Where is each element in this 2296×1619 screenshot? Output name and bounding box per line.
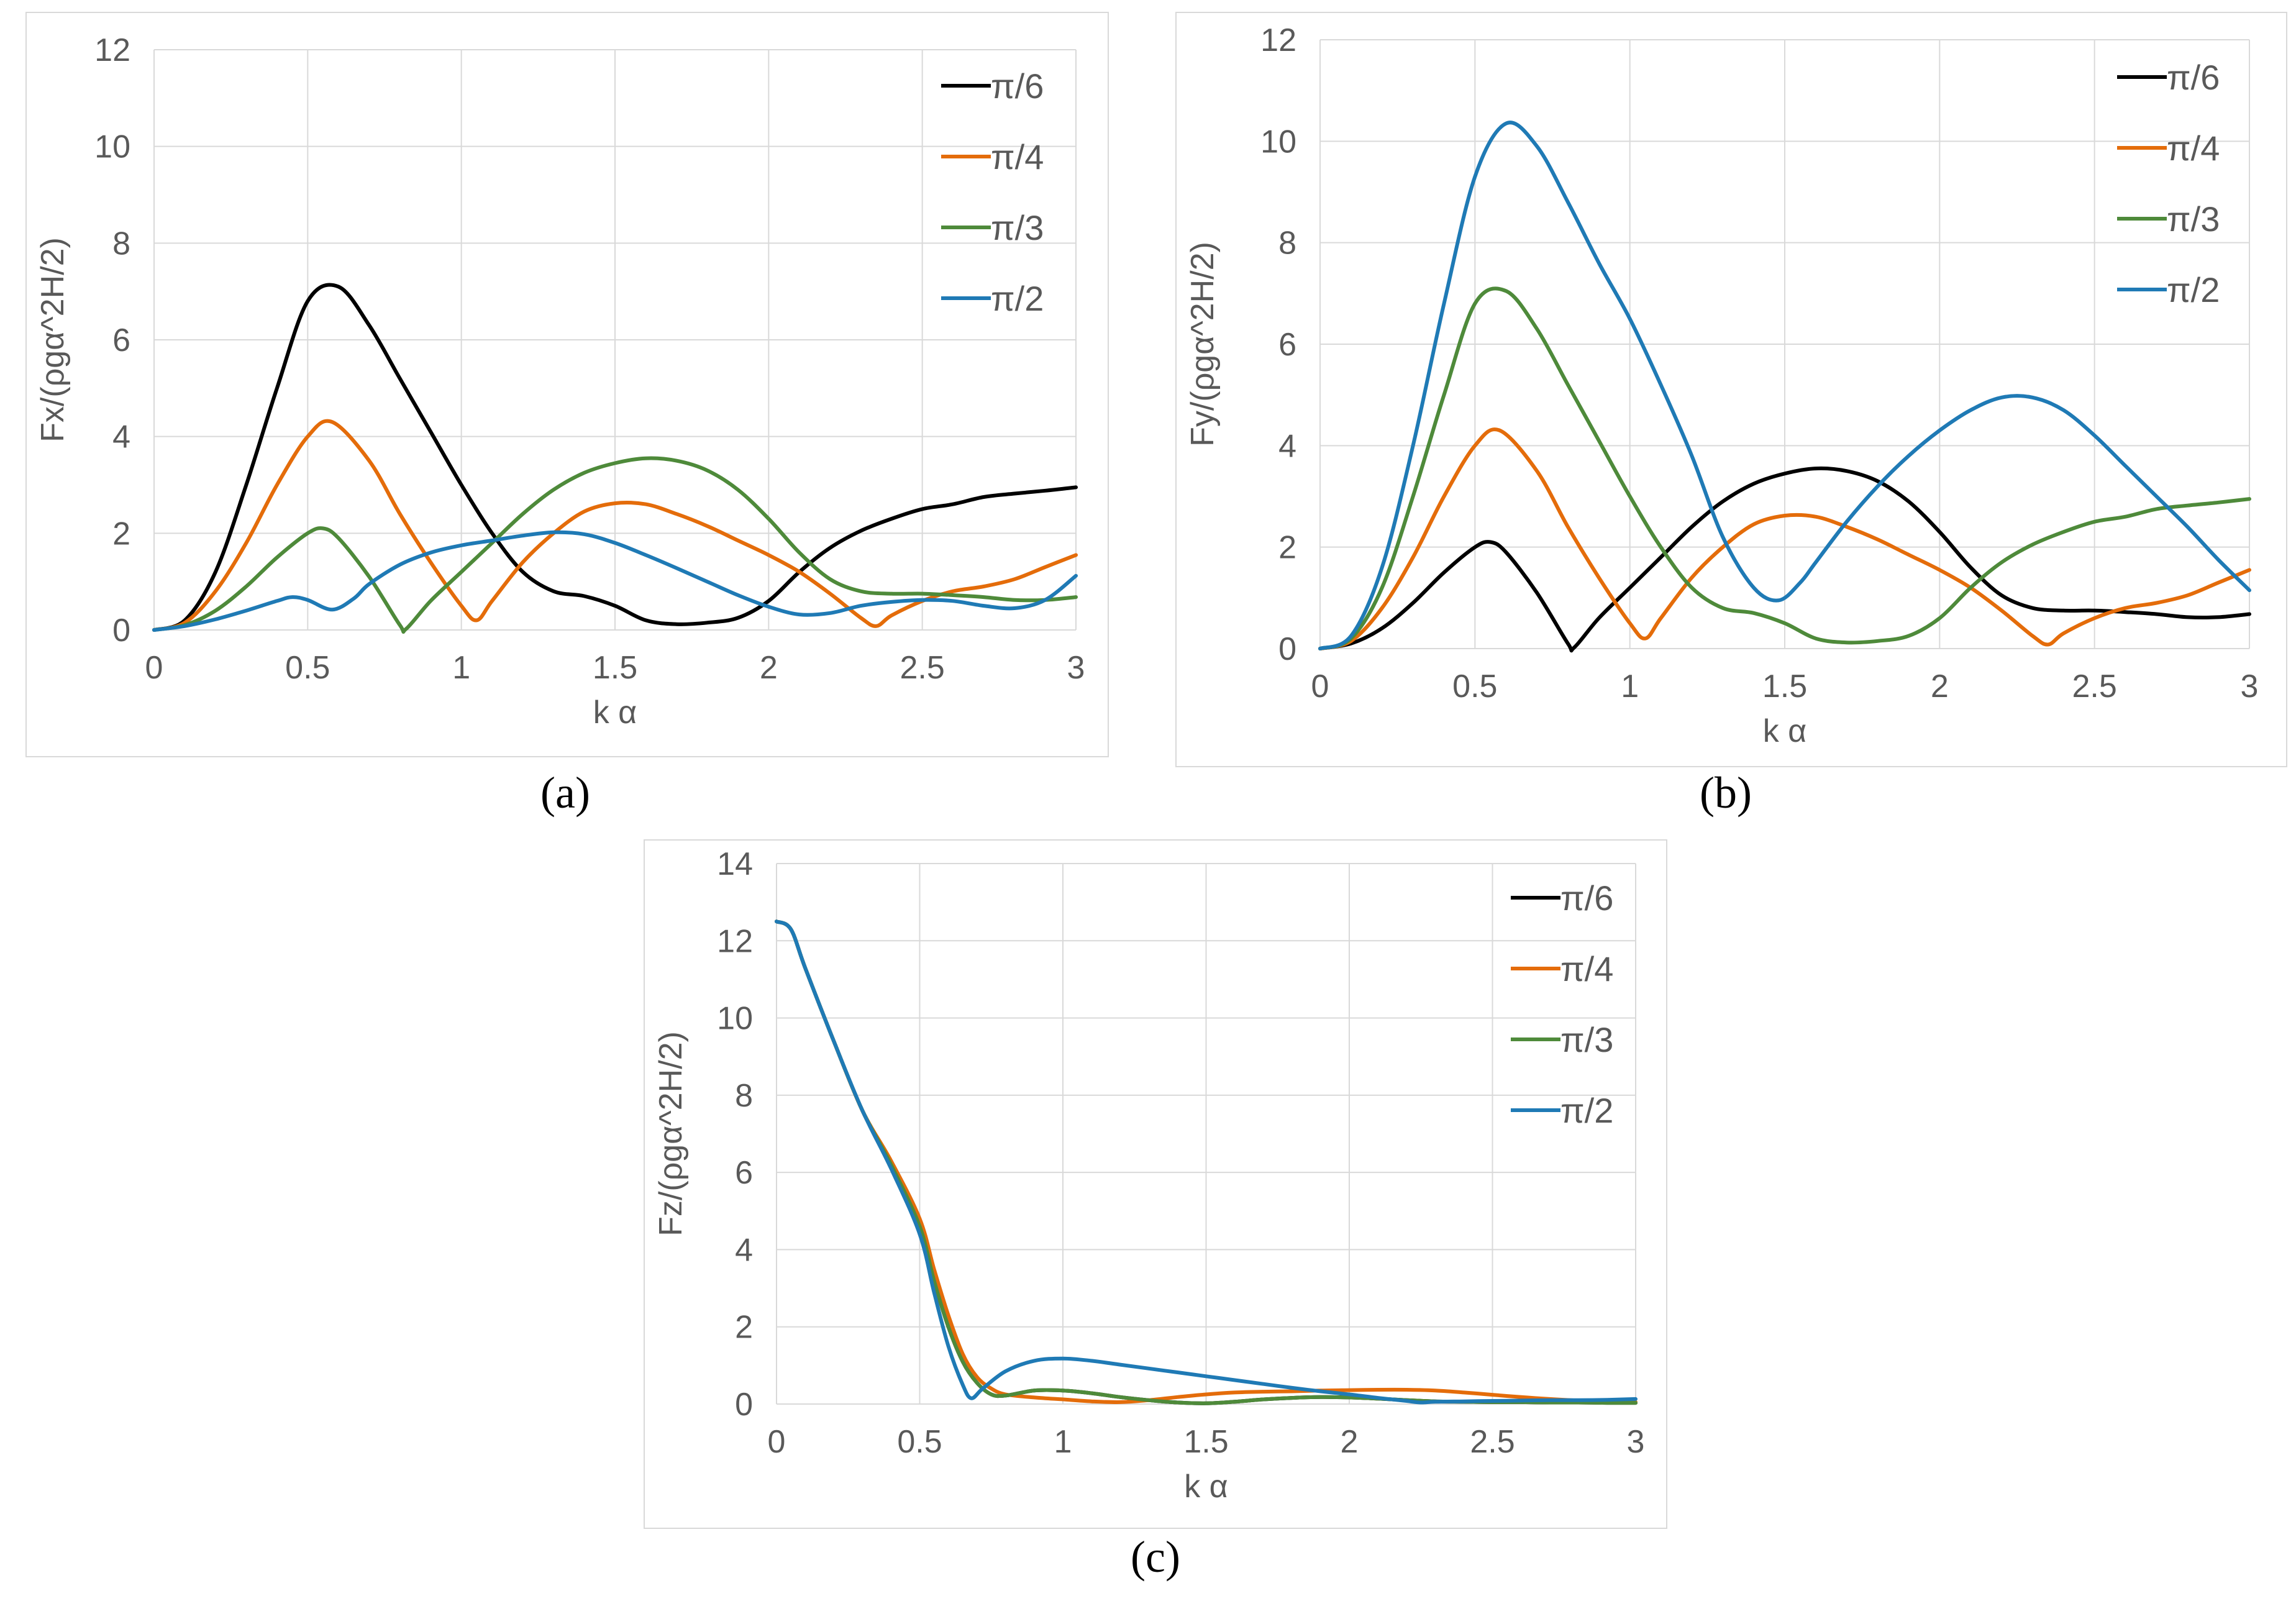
y-tick-label: 6 — [1278, 327, 1296, 363]
x-axis-title: k α — [1184, 1469, 1228, 1505]
x-tick-label: 2.5 — [1470, 1424, 1515, 1460]
x-tick-label: 1 — [1621, 668, 1639, 705]
chart-frame — [644, 839, 1667, 1529]
chart-panel-0: 0 0.5 1 1.5 2 2.5 3 0 2 4 6 8 10 12 k α Fx/(ρgα^2H/2) π/… — [25, 12, 1109, 818]
y-tick-label: 2 — [112, 516, 130, 552]
y-tick-label: 10 — [717, 1001, 753, 1037]
y-axis-title: Fz/(ρgα^2H/2) — [653, 1031, 689, 1236]
y-tick-label: 0 — [1278, 631, 1296, 667]
legend-label: π/4 — [1560, 949, 1613, 988]
y-axis-title: Fy/(ρgα^2H/2) — [1185, 242, 1221, 447]
x-tick-label: 1.5 — [1183, 1424, 1228, 1460]
y-tick-label: 2 — [735, 1310, 753, 1346]
x-tick-label: 2 — [760, 650, 778, 686]
y-tick-label: 6 — [112, 322, 130, 358]
y-tick-label: 10 — [1260, 124, 1296, 160]
legend-label: π/2 — [1560, 1091, 1613, 1130]
legend-label: π/3 — [2167, 199, 2220, 239]
x-tick-label: 0.5 — [897, 1424, 942, 1460]
x-axis-title: k α — [1763, 713, 1807, 749]
x-tick-label: 1.5 — [593, 650, 637, 686]
chart-frame — [25, 12, 1109, 757]
x-tick-label: 1 — [452, 650, 470, 686]
y-tick-label: 10 — [94, 129, 130, 165]
legend-label: π/6 — [2167, 58, 2220, 97]
series-line-4 — [1318, 121, 2251, 650]
y-tick-label: 14 — [717, 846, 753, 882]
y-tick-label: 12 — [717, 923, 753, 959]
x-tick-label: 0 — [145, 650, 163, 686]
y-tick-label: 0 — [112, 613, 130, 649]
x-tick-label: 2.5 — [2072, 668, 2117, 705]
y-tick-label: 4 — [112, 419, 130, 455]
legend-label: π/4 — [991, 137, 1044, 176]
series-line-3 — [152, 456, 1078, 634]
y-tick-label: 4 — [1278, 428, 1296, 464]
panel-label: (a) — [540, 768, 590, 818]
x-tick-label: 3 — [1627, 1424, 1645, 1460]
x-axis-title: k α — [593, 695, 637, 731]
series-line-2 — [152, 419, 1078, 632]
y-tick-label: 0 — [735, 1387, 753, 1423]
y-tick-label: 8 — [735, 1078, 753, 1114]
series-line-4 — [775, 919, 1638, 1405]
y-tick-label: 12 — [1260, 22, 1296, 58]
series-line-4 — [152, 530, 1078, 632]
y-axis-title: Fx/(ρgα^2H/2) — [35, 237, 71, 442]
x-tick-label: 3 — [2241, 668, 2259, 705]
y-tick-label: 6 — [735, 1155, 753, 1191]
x-tick-label: 1 — [1054, 1424, 1072, 1460]
chart-panel-2: 0 0.5 1 1.5 2 2.5 3 0 2 4 6 8 10 12 14 k α Fz/(ρgα^2H/2)… — [644, 839, 1667, 1582]
legend-label: π/3 — [1560, 1020, 1613, 1059]
x-tick-label: 0.5 — [1452, 668, 1497, 705]
y-tick-label: 4 — [735, 1232, 753, 1268]
x-tick-label: 2 — [1341, 1424, 1359, 1460]
legend-label: π/6 — [991, 66, 1044, 106]
x-tick-label: 0.5 — [285, 650, 330, 686]
legend-label: π/2 — [991, 279, 1044, 318]
y-tick-label: 8 — [112, 226, 130, 262]
x-tick-label: 3 — [1067, 650, 1085, 686]
x-tick-label: 2.5 — [900, 650, 945, 686]
chart-frame — [1175, 12, 2287, 767]
panel-label: (b) — [1700, 768, 1752, 818]
legend-label: π/6 — [1560, 878, 1613, 918]
series-line-2 — [1318, 427, 2251, 650]
legend-label: π/2 — [2167, 270, 2220, 309]
y-tick-label: 12 — [94, 32, 130, 68]
x-tick-label: 2 — [1931, 668, 1949, 705]
series-line-3 — [1318, 286, 2251, 650]
legend-label: π/4 — [2167, 129, 2220, 168]
legend-label: π/3 — [991, 208, 1044, 247]
x-tick-label: 0 — [1311, 668, 1329, 705]
series-line-1 — [152, 283, 1078, 632]
series-line-1 — [1318, 466, 2251, 653]
chart-panel-1: 0 0.5 1 1.5 2 2.5 3 0 2 4 6 8 10 12 k α Fy/(ρgα^2H/2) π/… — [1175, 12, 2287, 818]
y-tick-label: 2 — [1278, 530, 1296, 566]
x-tick-label: 0 — [768, 1424, 786, 1460]
panel-label: (c) — [1131, 1532, 1180, 1582]
x-tick-label: 1.5 — [1762, 668, 1807, 705]
y-tick-label: 8 — [1278, 226, 1296, 262]
